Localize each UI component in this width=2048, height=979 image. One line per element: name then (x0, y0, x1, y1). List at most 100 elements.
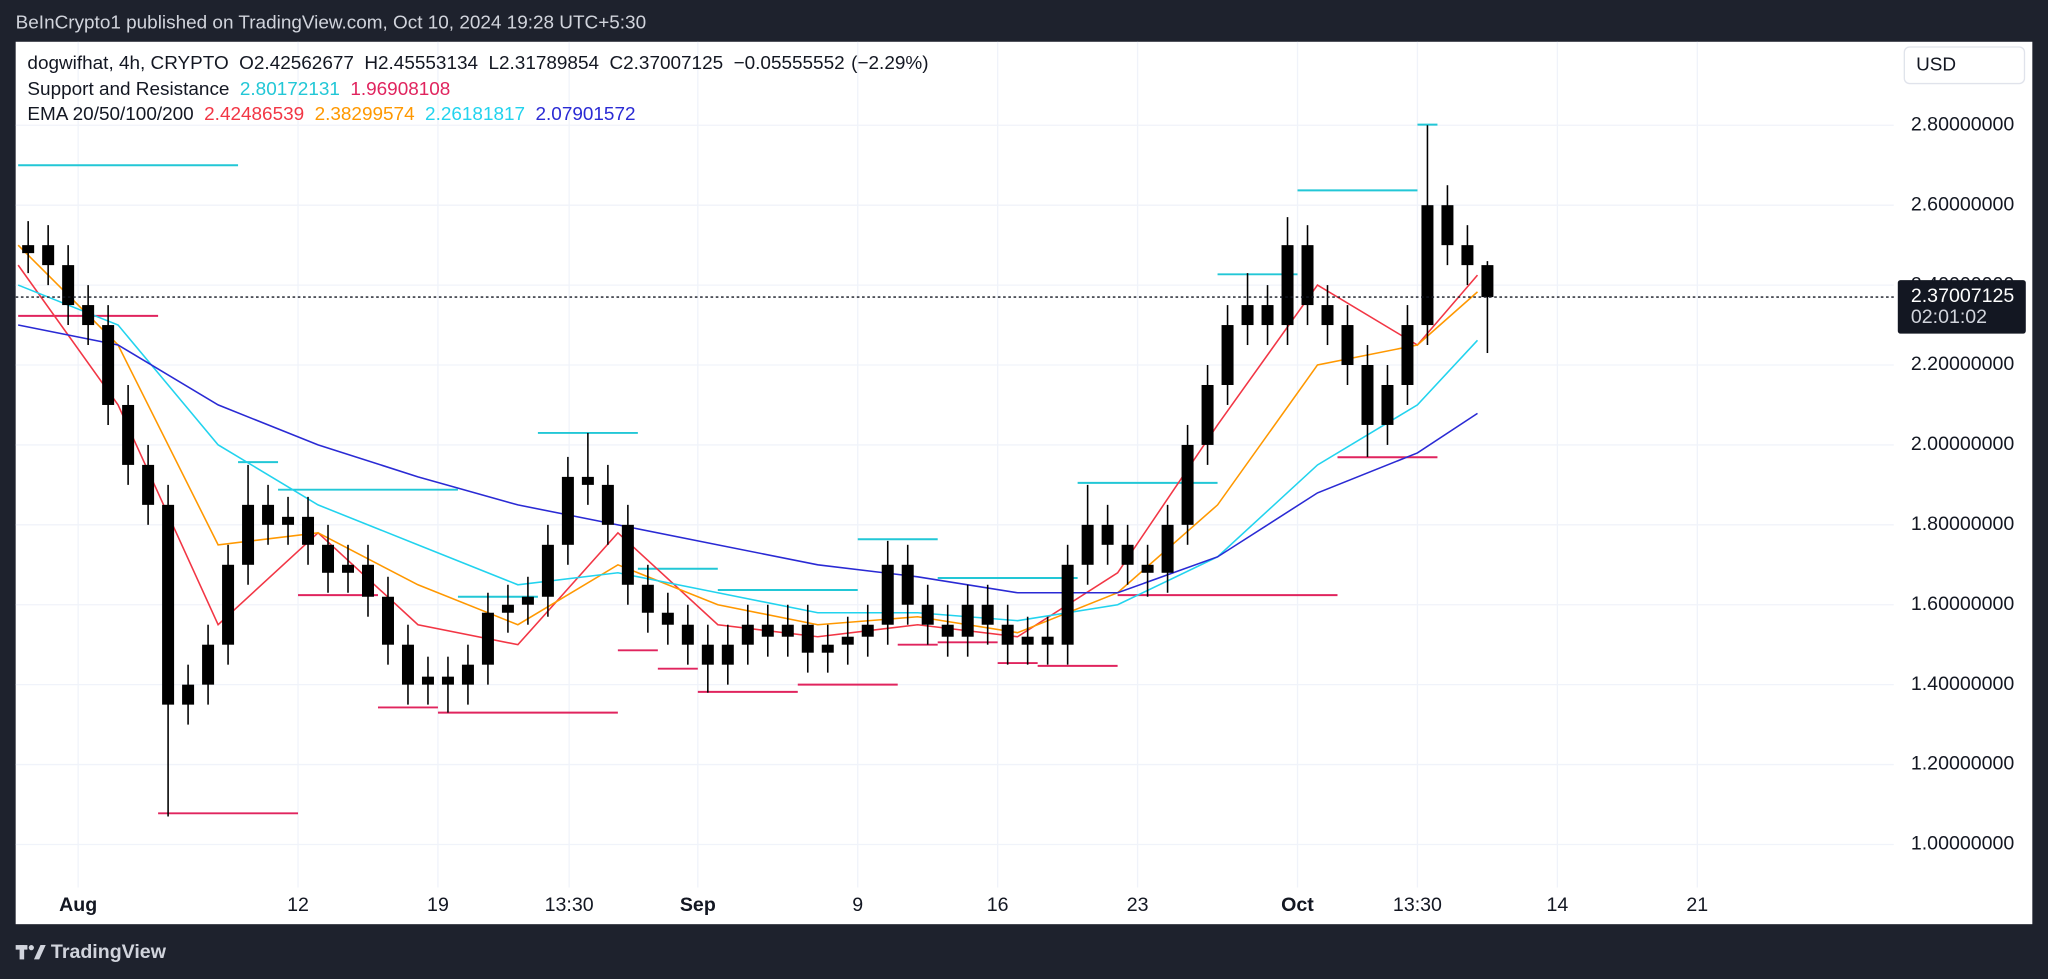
candle-body (1361, 365, 1374, 425)
candle-body (381, 596, 394, 645)
candle-body (921, 604, 934, 625)
indicator-value: 2.80172131 (240, 79, 340, 100)
candle-body (262, 504, 275, 525)
candle-body (322, 544, 335, 573)
footer-logo (15, 945, 46, 960)
symbol: dogwifhat, 4h, CRYPTO (27, 53, 228, 74)
x-tick-label: 21 (1686, 894, 1708, 916)
indicator-name: EMA 20/50/100/200 (27, 104, 193, 125)
candle-body (1461, 245, 1474, 266)
candle-body (481, 612, 494, 665)
candle-body (102, 325, 115, 405)
candle-body (162, 504, 175, 705)
x-tick-label: Aug (59, 894, 97, 916)
candle-body (122, 404, 135, 465)
candle-body (821, 644, 834, 653)
indicator-value: 1.96908108 (350, 79, 450, 100)
x-tick-label: Oct (1281, 894, 1314, 916)
candle-body (1281, 245, 1294, 326)
candle-body (282, 516, 295, 525)
candle-body (801, 624, 814, 653)
candle-body (461, 664, 474, 685)
candle-body (1061, 564, 1074, 645)
candle-body (222, 564, 235, 645)
candle-body (1221, 325, 1234, 385)
y-tick-label: 2.60000000 (1911, 193, 2015, 215)
legend-ema-line: EMA 20/50/100/200 2.42486539 2.38299574 2.2… (27, 104, 635, 125)
candle-body (501, 604, 514, 613)
indicator-value: 2.38299574 (315, 104, 415, 125)
candle-body (561, 476, 574, 545)
currency-button[interactable] (1903, 46, 2026, 85)
ohlc-key: L (488, 53, 499, 74)
candle-body (1321, 305, 1334, 326)
x-tick-label: 14 (1546, 894, 1568, 916)
candle-body (881, 564, 894, 625)
candle-body (681, 624, 694, 645)
ohlc-value: 2.42562677 (254, 53, 354, 74)
candle-body (401, 644, 414, 685)
candle-body (621, 524, 634, 585)
ohlc-key: O (239, 53, 254, 74)
candle-body (361, 564, 374, 597)
x-tick-label: 16 (987, 894, 1009, 916)
candle-body (761, 624, 774, 637)
plot (15, 41, 1894, 888)
ema-line (18, 324, 1478, 594)
candle-body (302, 516, 315, 545)
candle-body (22, 245, 35, 254)
change: −0.05555552 (734, 53, 845, 74)
candle-body (342, 564, 355, 573)
indicator-name: Support and Resistance (27, 79, 229, 100)
footer-brand: TradingView (51, 941, 167, 963)
currency-label[interactable]: USD (1916, 54, 1956, 75)
candle-body (961, 604, 974, 637)
price-tag (1897, 280, 2026, 334)
y-tick-label: 1.40000000 (1911, 673, 2015, 695)
candle-body (901, 564, 914, 605)
indicator-value: 2.07901572 (536, 104, 636, 125)
candle-body (1041, 636, 1054, 645)
candle-body (1161, 524, 1174, 573)
ohlc-value: 2.45553134 (378, 53, 478, 74)
candle-body (841, 636, 854, 645)
candle-body (641, 584, 654, 613)
candle-body (62, 265, 75, 306)
candle-body (441, 676, 454, 685)
candle-body (1381, 384, 1394, 425)
legend: dogwifhat, 4h, CRYPTO O2.42562677 H2.45553… (27, 53, 928, 125)
chart-area (15, 41, 2033, 925)
price-tag-value: 2.37007125 (1911, 285, 2015, 307)
candle-body (1021, 636, 1034, 645)
candle-body (1341, 325, 1354, 366)
x-tick-label: 12 (287, 894, 309, 916)
y-tick-label: 2.80000000 (1911, 113, 2015, 135)
candle-body (1261, 305, 1274, 326)
ohlc-key: H (364, 53, 378, 74)
y-tick-label: 1.20000000 (1911, 753, 2015, 775)
candle-body (1301, 245, 1314, 306)
legend-symbol-line: dogwifhat, 4h, CRYPTO O2.42562677 H2.45553… (27, 53, 928, 74)
candle-body (721, 644, 734, 665)
x-tick-label: 13:30 (1393, 894, 1442, 916)
candle-body (861, 624, 874, 637)
candle-body (1101, 524, 1114, 545)
candle-body (1441, 205, 1454, 246)
candle-body (1421, 205, 1434, 326)
candle-body (581, 476, 594, 485)
candle-body (182, 684, 195, 705)
candle-body (1201, 384, 1214, 445)
x-tick-label: 9 (852, 894, 863, 916)
published-note: BeInCrypto1 published on TradingView.com… (16, 12, 646, 33)
price-tag-countdown: 02:01:02 (1911, 306, 1987, 328)
candle-body (42, 245, 55, 266)
x-tick-label: 19 (427, 894, 449, 916)
candle-body (941, 624, 954, 637)
ema-line (17, 284, 1479, 622)
candle-body (82, 305, 95, 326)
change-pct: (−2.29%) (851, 53, 928, 74)
y-tick-label: 1.00000000 (1911, 833, 2015, 855)
candle-body (601, 484, 614, 525)
